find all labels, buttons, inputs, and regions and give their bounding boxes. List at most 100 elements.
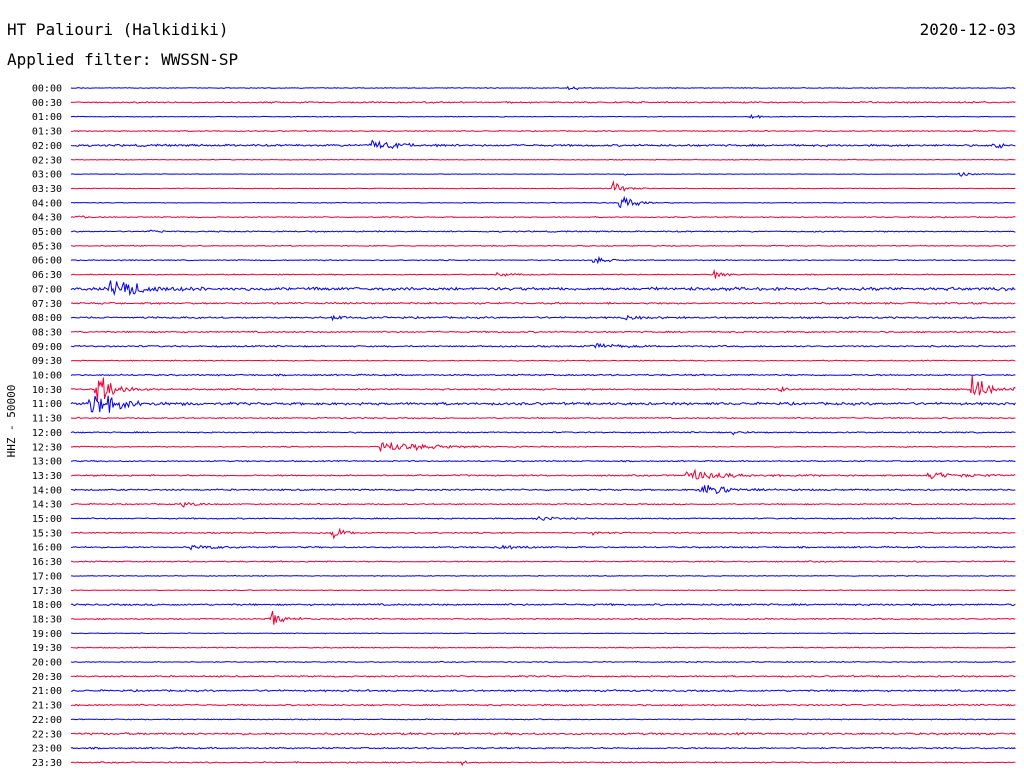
time-tick-label: 16:00 [32,543,62,554]
trace-row-2230 [71,731,1016,736]
trace-row-1730 [70,589,1016,592]
filter-label: Applied filter: WWSSN-SP [7,50,239,69]
time-tick-label: 11:30 [32,414,62,425]
time-tick-label: 14:30 [32,500,62,511]
time-tick-label: 02:30 [32,155,62,166]
time-tick-label: 00:00 [32,84,62,95]
time-tick-label: 18:30 [32,614,62,625]
trace-row-0800 [70,314,1016,322]
time-tick-label: 11:00 [32,399,62,410]
time-tick-label: 10:30 [32,385,62,396]
trace-row-0230 [70,158,1016,161]
trace-row-2330 [71,760,1016,767]
trace-row-0300 [70,171,1016,177]
trace-row-0130 [71,129,1016,133]
trace-row-1100 [70,395,1016,413]
trace-row-1330 [70,468,1016,480]
trace-row-1700 [71,574,1016,577]
trace-row-0500 [70,229,1016,233]
trace-row-1030 [70,375,1016,402]
time-tick-label: 18:00 [32,600,62,611]
trace-row-0400 [70,195,1016,209]
time-tick-label: 04:00 [32,198,62,209]
time-tick-label: 12:00 [32,428,62,439]
time-tick-label: 23:30 [32,758,62,769]
seismic-traces [70,85,1016,767]
plot-date: 2020-12-03 [919,20,1016,39]
time-tick-label: 08:30 [32,327,62,338]
time-tick-label: 10:00 [32,371,62,382]
trace-row-1000 [70,373,1016,377]
trace-row-0730 [70,301,1016,305]
trace-row-2200 [70,718,1016,721]
time-tick-label: 14:00 [32,485,62,496]
trace-row-2130 [70,703,1016,707]
time-tick-label: 17:00 [32,571,62,582]
trace-row-1400 [70,484,1016,495]
time-tick-label: 13:30 [32,471,62,482]
trace-row-1130 [70,416,1016,420]
time-tick-label: 22:30 [32,729,62,740]
time-tick-labels: 00:00 00:30 01:00 01:30 02:00 02:30 03:00 03:30… [32,84,62,769]
trace-row-2300 [70,746,1016,750]
time-tick-label: 09:00 [32,342,62,353]
trace-row-0330 [70,180,1016,192]
trace-row-0630 [70,268,1016,279]
time-tick-label: 00:30 [32,98,62,109]
time-tick-label: 07:30 [32,299,62,310]
time-tick-label: 08:00 [32,313,62,324]
trace-row-1800 [70,602,1016,607]
trace-row-0700 [70,280,1016,297]
trace-row-1230 [70,442,1016,452]
time-tick-label: 15:00 [32,514,62,525]
time-tick-label: 17:30 [32,586,62,597]
trace-row-0200 [70,139,1016,150]
time-tick-label: 20:00 [32,658,62,669]
trace-row-1830 [70,610,1016,625]
time-tick-label: 15:30 [32,528,62,539]
trace-row-0600 [70,255,1016,265]
time-tick-label: 09:30 [32,356,62,367]
time-tick-label: 06:00 [32,256,62,267]
trace-row-0100 [70,113,1016,120]
trace-row-1430 [70,501,1016,508]
time-tick-label: 23:00 [32,744,62,755]
trace-row-0030 [70,100,1016,104]
trace-row-2030 [70,674,1016,678]
trace-row-1530 [70,527,1016,540]
trace-row-1600 [70,544,1016,551]
time-tick-label: 04:30 [32,213,62,224]
trace-row-0530 [70,244,1016,248]
time-tick-label: 03:30 [32,184,62,195]
time-tick-label: 21:30 [32,701,62,712]
station-title: HT Paliouri (Halkidiki) [7,20,229,39]
trace-row-0000 [70,85,1016,91]
trace-row-0900 [70,343,1016,349]
time-tick-label: 20:30 [32,672,62,683]
time-tick-label: 01:00 [32,112,62,123]
time-tick-label: 21:00 [32,686,62,697]
time-tick-label: 13:00 [32,457,62,468]
trace-row-1630 [70,560,1016,563]
time-tick-label: 19:30 [32,643,62,654]
time-tick-label: 03:00 [32,170,62,181]
time-tick-label: 22:00 [32,715,62,726]
time-tick-label: 19:00 [32,629,62,640]
time-tick-label: 01:30 [32,127,62,138]
trace-row-0830 [70,330,1016,334]
trace-row-1900 [70,632,1016,635]
trace-row-0430 [70,215,1016,219]
time-tick-label: 07:00 [32,284,62,295]
trace-row-1300 [70,459,1016,463]
time-tick-label: 02:00 [32,141,62,152]
time-tick-label: 05:30 [32,241,62,252]
time-tick-label: 05:00 [32,227,62,238]
time-tick-label: 16:30 [32,557,62,568]
trace-row-1500 [70,515,1016,521]
trace-row-0930 [70,359,1016,362]
trace-row-1930 [71,646,1016,649]
trace-row-1200 [70,430,1016,436]
time-tick-label: 06:30 [32,270,62,281]
time-tick-label: 12:30 [32,442,62,453]
